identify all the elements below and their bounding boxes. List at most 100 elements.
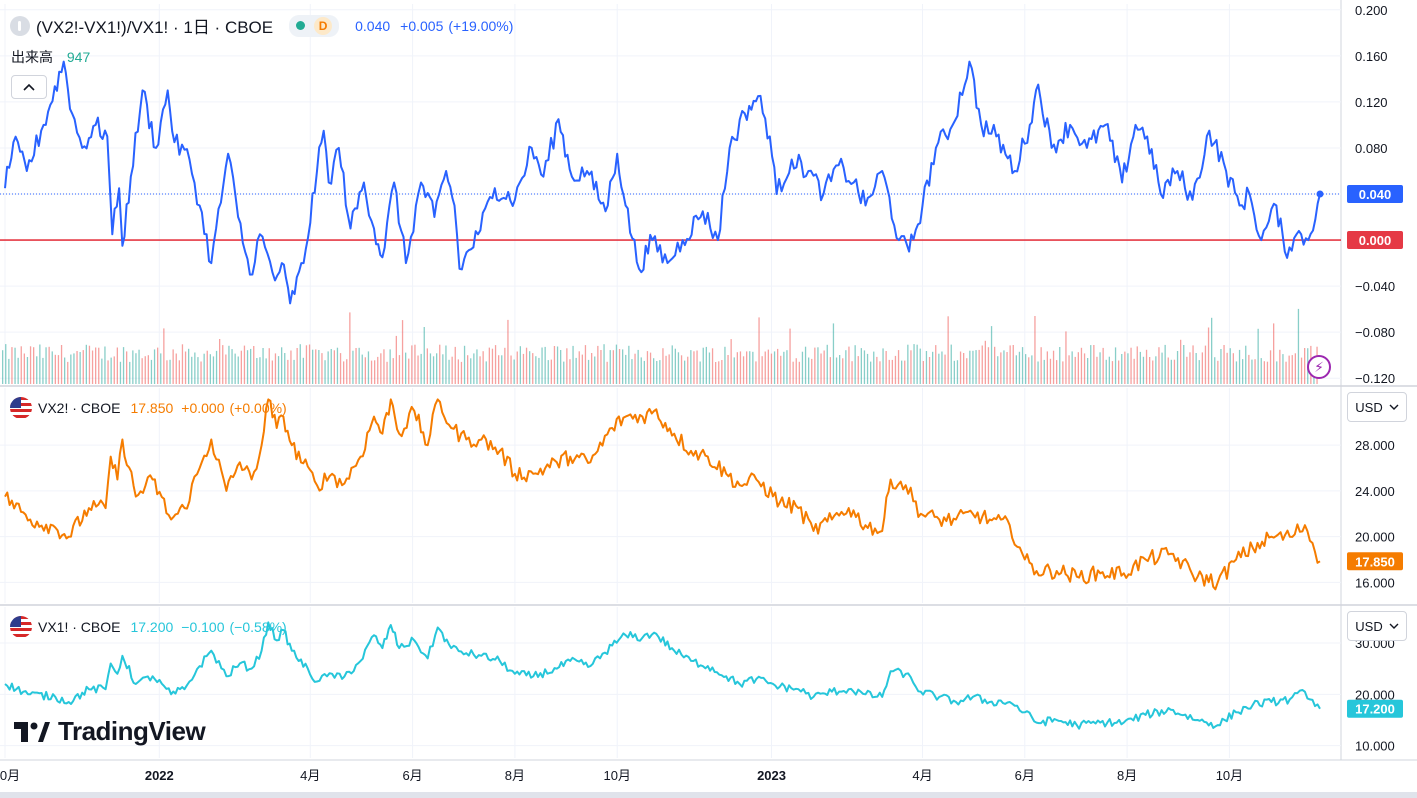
x-tick-label: 4月	[912, 768, 932, 783]
volume-bar	[51, 351, 53, 384]
volume-bar	[662, 348, 664, 384]
volume-bar	[808, 357, 810, 384]
volume-bar	[138, 349, 140, 384]
volume-bar	[206, 350, 208, 384]
volume-bar	[935, 345, 937, 384]
volume-bar	[482, 351, 484, 384]
volume-bar	[665, 355, 667, 384]
volume-bar	[1124, 351, 1126, 384]
volume-bar	[848, 346, 850, 384]
volume-bar	[866, 353, 869, 384]
volume-bar	[1300, 357, 1303, 384]
vx1-symbol[interactable]: VX1! · CBOE	[38, 619, 121, 635]
volume-bar	[640, 357, 642, 384]
volume-bar	[107, 360, 109, 384]
volume-bar	[1211, 317, 1213, 384]
volume-bar	[702, 347, 704, 384]
volume-bar	[119, 361, 122, 384]
volume-bar	[597, 345, 599, 384]
volume-bar	[919, 348, 921, 384]
volume-bar	[231, 349, 233, 384]
x-tick-label: 10月	[603, 768, 630, 783]
volume-bar	[203, 353, 205, 384]
volume-bar	[501, 355, 503, 384]
volume-bar	[1136, 346, 1138, 384]
volume-bar	[600, 350, 602, 384]
volume-bar	[693, 351, 695, 384]
volume-bar	[1052, 350, 1055, 384]
volume-bar	[1288, 355, 1290, 384]
volume-bar	[126, 351, 128, 384]
volume-bar	[826, 344, 828, 384]
currency-selector-vx1[interactable]: USD	[1347, 611, 1407, 641]
y-tick-label: −0.080	[1355, 325, 1395, 340]
tradingview-logo[interactable]: TradingView	[14, 716, 206, 747]
volume-bar	[451, 356, 453, 384]
volume-bar	[975, 350, 977, 384]
vx2-symbol[interactable]: VX2! · CBOE	[38, 400, 121, 416]
volume-bar	[383, 349, 385, 384]
volume-bar	[113, 356, 115, 384]
volume-bar	[1183, 345, 1185, 384]
volume-bar	[1257, 328, 1259, 384]
volume-bar	[246, 350, 249, 384]
volume-bar	[1192, 345, 1194, 384]
volume-bar	[88, 345, 91, 384]
volume-bar	[370, 360, 373, 384]
volume-bar	[944, 354, 946, 384]
volume-bar	[690, 350, 692, 384]
volume-bar	[200, 361, 202, 384]
volume-bar	[684, 360, 686, 384]
volume-bar	[764, 351, 766, 384]
market-status[interactable]: D	[289, 14, 340, 37]
y-tick-label: 0.120	[1355, 95, 1388, 110]
volume-bar	[175, 353, 177, 384]
volume-bar	[1025, 354, 1027, 384]
volume-bar	[938, 353, 940, 384]
volume-bar	[932, 351, 934, 384]
main-change-percent: (+19.00%)	[448, 17, 514, 34]
volume-bar	[1149, 357, 1151, 384]
volume-bar	[1031, 355, 1033, 384]
us-flag-icon	[10, 616, 32, 638]
currency-selector-vx2[interactable]: USD	[1347, 392, 1407, 422]
lightning-icon[interactable]: ⚡	[1307, 355, 1331, 379]
volume-bar	[854, 345, 856, 384]
volume-bar	[705, 346, 707, 384]
main-legend: (VX2!-VX1!)/VX1! · 1日 · CBOE D 0.040 +0.…	[10, 13, 513, 38]
volume-bar	[516, 351, 518, 384]
volume-bar	[1139, 351, 1141, 384]
volume-bar	[550, 359, 552, 384]
volume-bar	[48, 346, 50, 384]
volume-bar	[1201, 352, 1203, 384]
volume-bar	[711, 348, 714, 384]
volume-bar	[1248, 354, 1250, 384]
volume-bar	[1034, 316, 1036, 384]
volume-bar	[1080, 347, 1083, 384]
volume-bar	[910, 350, 912, 384]
main-symbol[interactable]: (VX2!-VX1!)/VX1! · 1日 · CBOE	[36, 18, 274, 37]
volume-bar	[1297, 308, 1300, 384]
volume-bar	[1015, 355, 1017, 384]
volume-bar	[423, 327, 425, 384]
volume-bar	[222, 345, 224, 384]
volume-bar	[1093, 345, 1095, 384]
volume-bar	[1285, 361, 1287, 384]
volume-bar	[1273, 323, 1275, 384]
volume-bar	[259, 357, 261, 384]
volume-bar	[1046, 351, 1048, 384]
volume-bar	[1220, 349, 1222, 384]
volume-bar	[392, 358, 394, 384]
vx1-last-value: 17.200	[130, 619, 174, 635]
volume-bar	[584, 345, 587, 384]
x-tick-label: 4月	[300, 768, 320, 783]
volume-bar	[677, 352, 680, 384]
volume-bar	[746, 351, 748, 384]
volume-label[interactable]: 出来高	[11, 49, 53, 65]
chevron-down-icon	[1389, 623, 1399, 629]
volume-bar	[1009, 345, 1011, 384]
volume-bar	[1291, 355, 1293, 384]
collapse-legend-button[interactable]	[11, 75, 47, 99]
volume-bar	[135, 353, 137, 384]
